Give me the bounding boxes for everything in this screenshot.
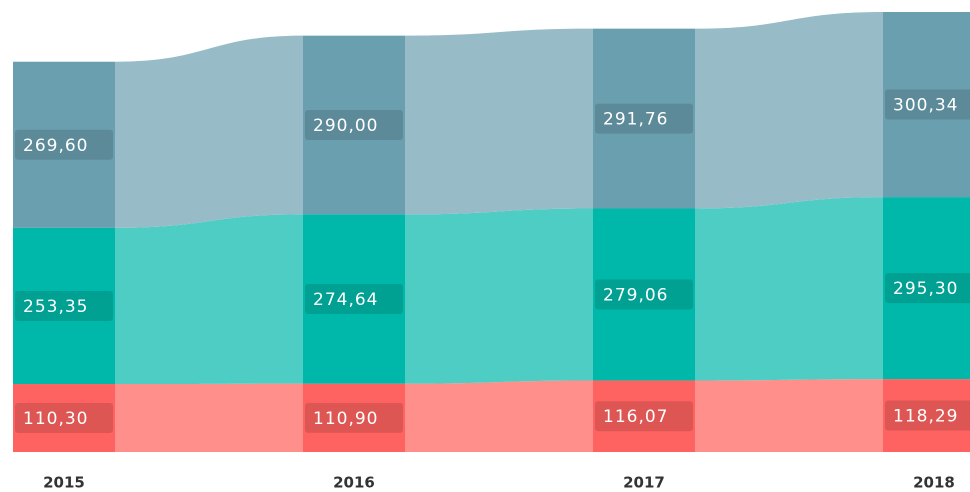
bar-segment xyxy=(303,35,405,215)
bar-segment xyxy=(883,12,970,198)
value-label: 269,60 xyxy=(23,136,88,156)
bar-segment xyxy=(13,227,115,385)
bar-segment xyxy=(13,384,115,452)
flow xyxy=(695,197,883,381)
value-label-box xyxy=(305,110,403,141)
flow xyxy=(695,12,883,209)
value-label-box xyxy=(595,401,693,432)
value-label-box xyxy=(885,400,970,431)
bar-segment xyxy=(303,214,405,384)
value-label: 110,90 xyxy=(313,409,378,429)
x-tick-label: 2018 xyxy=(913,474,955,492)
bar-segment xyxy=(593,380,695,452)
flow xyxy=(405,380,593,452)
value-label-box xyxy=(885,273,970,304)
value-label: 118,29 xyxy=(893,407,958,427)
value-label: 274,64 xyxy=(313,290,378,310)
flow xyxy=(115,35,303,228)
value-label-box xyxy=(15,403,113,434)
value-label: 116,07 xyxy=(603,407,668,427)
bar-segment xyxy=(883,379,970,452)
value-label-box xyxy=(15,290,113,321)
value-label: 110,30 xyxy=(23,409,88,429)
flow xyxy=(405,28,593,215)
bar-segment xyxy=(883,197,970,380)
flow xyxy=(115,383,303,452)
value-label-box xyxy=(595,103,693,134)
bar-segment xyxy=(593,208,695,381)
flow xyxy=(115,214,303,385)
bar-segment xyxy=(593,28,695,209)
value-label-box xyxy=(15,129,113,160)
value-label-box xyxy=(595,279,693,310)
flow xyxy=(405,208,593,384)
bar-segment xyxy=(13,61,115,228)
value-label: 300,34 xyxy=(893,96,958,116)
value-label-box xyxy=(885,89,970,120)
flow xyxy=(695,379,883,452)
bar-segment xyxy=(303,383,405,452)
value-label: 291,76 xyxy=(603,110,668,130)
value-label: 290,00 xyxy=(313,116,378,136)
value-label-box xyxy=(305,402,403,433)
value-label: 253,35 xyxy=(23,297,88,317)
value-label: 279,06 xyxy=(603,285,668,305)
x-tick-label: 2015 xyxy=(43,474,85,492)
value-label-box xyxy=(305,284,403,315)
value-label: 295,30 xyxy=(893,279,958,299)
x-tick-label: 2016 xyxy=(333,474,375,492)
x-tick-label: 2017 xyxy=(623,474,665,492)
